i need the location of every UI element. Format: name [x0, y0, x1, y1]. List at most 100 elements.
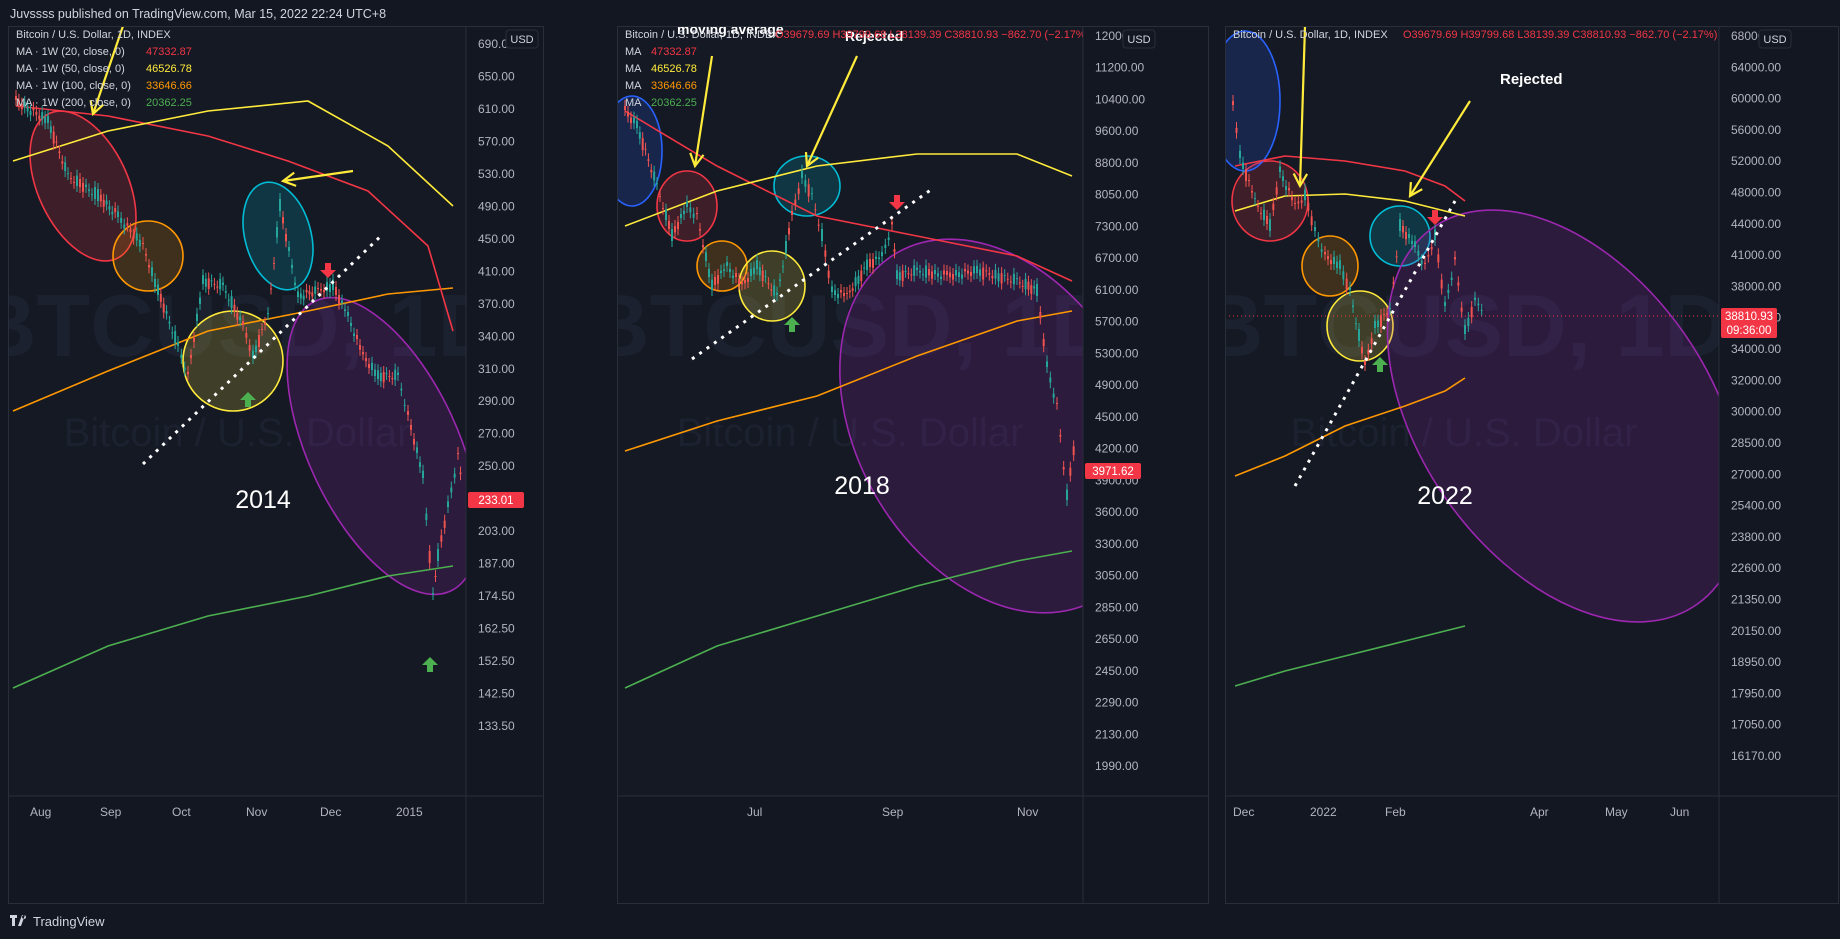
candle — [151, 267, 153, 276]
candle — [168, 321, 171, 324]
y-tick-label: 56000.00 — [1731, 123, 1781, 137]
y-tick-label: 203.00 — [478, 524, 515, 538]
candle — [1297, 201, 1300, 204]
candle — [1414, 241, 1416, 247]
candle — [714, 277, 716, 285]
chart-panel-2022[interactable]: BTCUSD, 1D Bitcoin / U.S. Dollar Rejected 2… — [1200, 25, 1839, 904]
x-axis-bg — [8, 796, 466, 904]
candle — [248, 345, 251, 351]
candle — [804, 180, 807, 187]
candle — [117, 211, 119, 217]
candle — [797, 188, 800, 194]
candle — [794, 199, 797, 205]
legend-symbol: Bitcoin / U.S. Dollar, 1D, INDEX — [625, 29, 780, 41]
candle — [108, 206, 111, 210]
candle — [723, 269, 725, 271]
candle — [913, 265, 916, 276]
candle — [145, 254, 147, 256]
candle — [776, 292, 778, 295]
y-tick-label: 60000.00 — [1731, 92, 1781, 106]
candle — [242, 321, 244, 325]
candle — [837, 294, 839, 298]
candle — [270, 288, 272, 290]
candle — [834, 290, 836, 295]
candle — [120, 217, 123, 223]
candle — [1399, 219, 1401, 231]
chart-panel-2018[interactable]: BTCUSD, 1D Bitcoin / U.S. Dollar moving av… — [586, 21, 1209, 904]
candle — [99, 194, 102, 202]
y-tick-label: 21350.00 — [1731, 592, 1781, 606]
candle — [434, 576, 437, 577]
trendline-dotted — [141, 232, 385, 466]
candle — [385, 373, 388, 375]
x-tick-label: Sep — [882, 805, 904, 819]
year-label: 2022 — [1417, 482, 1473, 510]
chart-panel-2014[interactable]: BTCUSD, 1D Bitcoin / U.S. Dollar 2014 Bitco… — [0, 25, 544, 904]
ma100-line — [624, 310, 1073, 452]
candle — [202, 275, 204, 284]
y-tick-label: 7300.00 — [1095, 219, 1139, 233]
x-tick-label: 2022 — [1310, 805, 1337, 819]
candle — [350, 322, 352, 326]
candle — [961, 274, 963, 279]
candle — [653, 171, 656, 181]
candle — [1374, 320, 1376, 328]
x-tick-label: Oct — [172, 805, 191, 819]
candle — [29, 111, 32, 116]
candle — [846, 293, 848, 294]
candle — [1467, 318, 1470, 326]
x-axis-bg — [1225, 796, 1719, 904]
y-tick-label: 142.50 — [478, 687, 515, 701]
candle — [183, 367, 186, 370]
candle — [857, 275, 860, 284]
candle — [1049, 377, 1052, 383]
legend-ohlc: O39679.69 H39799.68 L38139.39 C38810.93 … — [1403, 29, 1717, 41]
candle — [1317, 238, 1320, 242]
candle — [764, 276, 767, 278]
x-tick-label: Jul — [747, 805, 762, 819]
candle — [85, 184, 87, 187]
candle — [154, 279, 156, 287]
candle — [985, 270, 988, 272]
candle — [410, 425, 412, 430]
candle — [416, 447, 418, 453]
y-tick-label: 3300.00 — [1095, 537, 1139, 551]
y-tick-label: 270.00 — [478, 427, 515, 441]
candle — [1069, 467, 1072, 476]
candle — [1324, 252, 1326, 255]
candle — [148, 265, 150, 268]
legend-ma-name: MA — [625, 80, 642, 92]
candle — [717, 275, 719, 284]
candle — [450, 487, 453, 493]
candle — [61, 161, 64, 164]
candle — [1355, 323, 1357, 325]
legend-ma-value: 33646.66 — [651, 80, 697, 92]
candle — [779, 279, 781, 281]
last-price-tag — [1721, 308, 1777, 338]
candle — [1377, 320, 1379, 327]
candle — [910, 274, 913, 276]
candle — [323, 290, 325, 293]
y-tick-label: 18950.00 — [1731, 655, 1781, 669]
candle — [1447, 289, 1450, 293]
candle — [1408, 234, 1410, 238]
candle — [82, 183, 84, 192]
x-tick-label: Dec — [320, 805, 341, 819]
candle — [1235, 128, 1238, 133]
candle — [1370, 338, 1373, 344]
candle — [705, 252, 707, 261]
y-tick-label: 4200.00 — [1095, 442, 1139, 456]
candle — [1016, 278, 1018, 280]
x-tick-label: Aug — [30, 805, 51, 819]
x-tick-label: Feb — [1385, 805, 1406, 819]
footer-bar: TradingView — [0, 904, 1840, 939]
candle — [1389, 308, 1391, 310]
y-tick-label: 310.00 — [478, 362, 515, 376]
y-tick-label: 1990.00 — [1095, 759, 1139, 773]
candle — [934, 270, 936, 274]
candle — [1307, 202, 1310, 211]
candle — [285, 234, 287, 242]
